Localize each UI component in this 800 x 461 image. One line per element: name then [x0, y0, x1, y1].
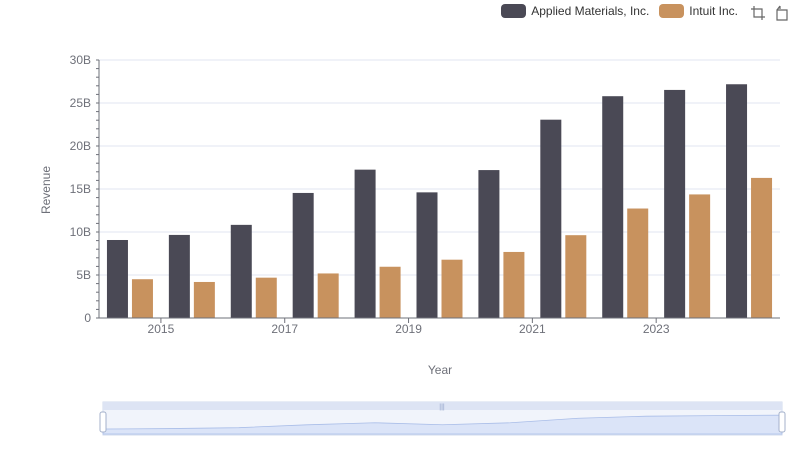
- slider-handle-left[interactable]: [99, 411, 107, 433]
- bar-applied-materials: [540, 119, 562, 319]
- bar-intuit: [317, 273, 339, 318]
- axes: 0 5B 10B 15B 20B 25B 30B 2015 2017 2019 2021 2023: [70, 53, 780, 336]
- bar-intuit: [503, 251, 525, 318]
- bar-intuit: [565, 235, 587, 318]
- y-tick-label: 20B: [70, 139, 91, 153]
- x-tick-label: 2019: [395, 322, 422, 336]
- bar-applied-materials: [726, 84, 748, 318]
- bar-intuit: [255, 277, 277, 318]
- legend-label: Applied Materials, Inc.: [531, 4, 650, 18]
- bar-intuit: [131, 279, 153, 318]
- bar-applied-materials: [354, 169, 376, 318]
- legend: Applied Materials, Inc. Intuit Inc.: [501, 4, 738, 18]
- bar-applied-materials: [106, 239, 128, 318]
- bar-intuit: [751, 177, 773, 318]
- legend-swatch: [501, 4, 527, 18]
- y-tick-label: 15B: [70, 182, 91, 196]
- bar-intuit: [689, 194, 711, 318]
- data-zoom-slider[interactable]: |||: [99, 401, 786, 436]
- y-tick-label: 25B: [70, 96, 91, 110]
- y-tick-label: 30B: [70, 53, 91, 67]
- bar-applied-materials: [230, 224, 252, 318]
- y-tick-label: 0: [84, 311, 91, 325]
- bar-applied-materials: [416, 192, 438, 318]
- bars: [106, 84, 773, 319]
- bar-intuit: [193, 281, 215, 318]
- y-tick-label: 10B: [70, 225, 91, 239]
- x-tick-label: 2023: [643, 322, 670, 336]
- legend-swatch: [659, 4, 685, 18]
- bar-applied-materials: [602, 96, 624, 319]
- bar-intuit: [627, 208, 649, 318]
- restore-icon[interactable]: [774, 5, 790, 21]
- legend-item-applied-materials[interactable]: Applied Materials, Inc.: [501, 4, 649, 18]
- toolbox: [750, 5, 790, 21]
- x-tick-label: 2017: [271, 322, 298, 336]
- x-axis-label: Year: [428, 363, 452, 377]
- slider-top-bar[interactable]: [103, 402, 782, 410]
- bar-applied-materials: [292, 192, 314, 318]
- y-tick-label: 5B: [76, 268, 91, 282]
- bar-applied-materials: [664, 89, 686, 318]
- y-axis-label: Revenue: [39, 166, 53, 214]
- bar-intuit: [379, 266, 401, 318]
- bar-applied-materials: [168, 234, 190, 318]
- slider-grip-icon[interactable]: |||: [439, 404, 445, 411]
- zoom-icon[interactable]: [750, 5, 766, 21]
- x-tick-label: 2021: [519, 322, 546, 336]
- legend-item-intuit[interactable]: Intuit Inc.: [659, 4, 738, 18]
- bar-intuit: [441, 259, 463, 318]
- bar-applied-materials: [478, 170, 500, 318]
- x-tick-label: 2015: [148, 322, 175, 336]
- legend-label: Intuit Inc.: [689, 4, 738, 18]
- slider-preview-area: [102, 414, 783, 435]
- slider-handle-right[interactable]: [778, 411, 786, 433]
